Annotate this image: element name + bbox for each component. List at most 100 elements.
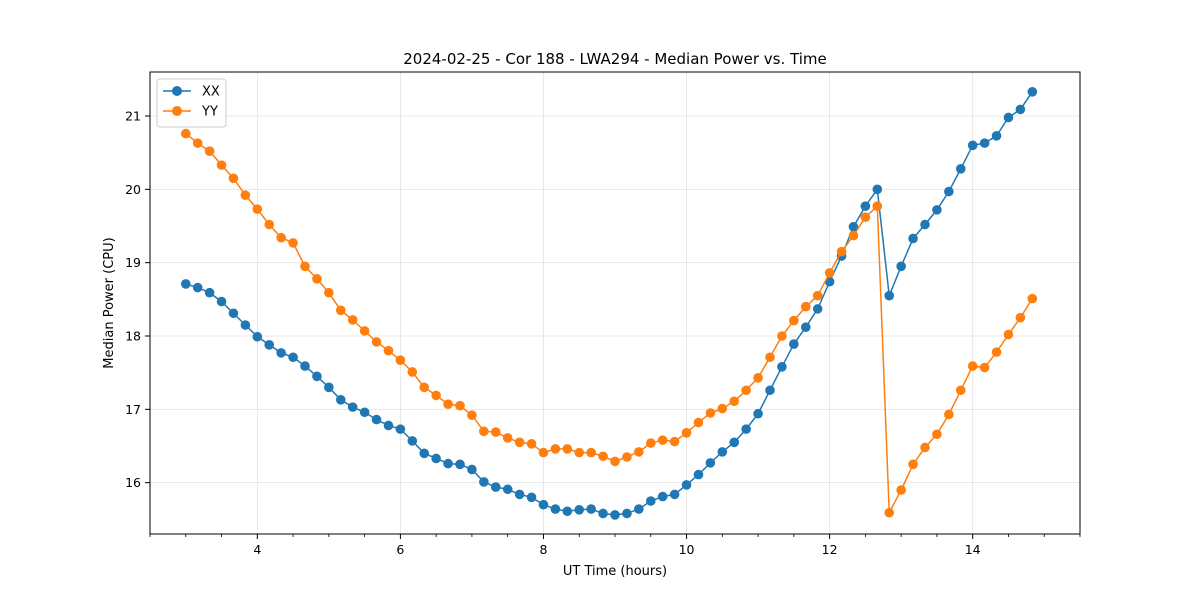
data-point-yy: [383, 345, 394, 356]
data-point-xx: [562, 506, 573, 517]
data-point-yy: [645, 438, 656, 448]
data-point-xx: [359, 407, 370, 418]
data-point-xx: [1027, 87, 1038, 97]
y-tick-label: 17: [125, 402, 141, 417]
data-point-xx: [765, 385, 775, 396]
data-point-xx: [407, 436, 418, 446]
data-point-yy: [991, 347, 1002, 357]
data-point-yy: [681, 428, 692, 438]
legend-label-xx: XX: [202, 85, 220, 100]
data-point-xx: [991, 131, 1002, 141]
data-point-yy: [490, 427, 501, 437]
data-point-xx: [812, 304, 823, 314]
data-point-yy: [729, 396, 740, 407]
data-point-xx: [967, 140, 978, 151]
data-point-xx: [312, 371, 322, 382]
data-point-xx: [335, 395, 346, 405]
data-point-yy: [657, 435, 668, 445]
data-point-yy: [371, 337, 382, 347]
data-point-xx: [180, 279, 191, 289]
data-point-yy: [967, 361, 978, 371]
y-tick-label: 16: [125, 475, 141, 490]
data-point-yy: [324, 287, 334, 298]
data-point-xx: [467, 464, 477, 475]
data-point-yy: [276, 232, 286, 243]
data-point-yy: [848, 230, 859, 241]
data-point-yy: [1015, 312, 1026, 323]
data-point-xx: [419, 448, 430, 459]
x-tick-label: 10: [679, 542, 695, 557]
data-point-yy: [836, 246, 847, 257]
data-point-yy: [288, 238, 298, 248]
data-point-yy: [180, 128, 191, 139]
data-point-yy: [359, 326, 370, 336]
y-tick-label: 18: [125, 329, 141, 344]
data-point-yy: [455, 400, 465, 411]
data-point-yy: [908, 459, 918, 470]
data-point-xx: [908, 233, 918, 244]
data-point-xx: [1015, 104, 1026, 115]
data-point-yy: [634, 447, 644, 457]
series-xx: [180, 87, 1038, 520]
data-point-xx: [324, 382, 334, 393]
data-point-xx: [574, 505, 585, 515]
data-point-yy: [598, 451, 608, 462]
data-point-xx: [276, 348, 286, 358]
x-tick-label: 6: [396, 542, 404, 557]
data-point-yy: [431, 390, 441, 401]
data-point-yy: [228, 173, 239, 184]
grid-layer: [150, 72, 1080, 534]
data-point-xx: [872, 184, 883, 195]
data-point-xx: [383, 420, 394, 431]
y-tick-label: 20: [125, 182, 141, 197]
data-point-yy: [300, 261, 310, 272]
data-point-yy: [216, 160, 227, 170]
data-point-yy: [741, 385, 751, 396]
data-point-xx: [431, 453, 441, 464]
data-point-xx: [395, 424, 406, 434]
data-point-yy: [526, 439, 537, 449]
data-point-yy: [765, 352, 775, 363]
data-point-xx: [955, 164, 966, 174]
data-point-yy: [443, 399, 453, 410]
data-point-xx: [502, 484, 513, 495]
data-point-yy: [944, 409, 954, 420]
data-point-yy: [800, 301, 811, 312]
data-point-xx: [669, 489, 680, 500]
data-point-xx: [300, 361, 310, 371]
data-point-xx: [514, 489, 525, 500]
data-point-xx: [824, 276, 835, 287]
data-point-yy: [347, 315, 358, 325]
data-point-xx: [479, 477, 489, 487]
x-tick-label: 12: [822, 542, 838, 557]
data-point-xx: [884, 290, 895, 301]
data-point-yy: [574, 447, 585, 458]
data-point-xx: [586, 504, 596, 514]
x-tick-label: 14: [965, 542, 981, 557]
data-point-xx: [240, 320, 251, 330]
data-point-xx: [252, 331, 263, 342]
data-point-xx: [657, 491, 668, 502]
legend-marker-xx: [172, 86, 182, 96]
data-point-yy: [502, 433, 513, 443]
data-point-xx: [932, 205, 942, 215]
data-point-yy: [335, 305, 346, 316]
data-point-xx: [645, 496, 656, 506]
data-point-yy: [693, 417, 704, 428]
data-point-xx: [944, 186, 954, 197]
data-point-xx: [681, 480, 692, 490]
data-point-yy: [1003, 329, 1014, 340]
data-point-xx: [490, 482, 501, 492]
data-point-yy: [896, 485, 906, 495]
x-tick-label: 8: [539, 542, 547, 557]
data-point-xx: [610, 510, 620, 520]
data-point-xx: [777, 362, 787, 372]
data-point-yy: [240, 190, 251, 200]
data-point-yy: [777, 331, 787, 341]
data-point-xx: [789, 339, 799, 349]
data-point-yy: [419, 382, 430, 393]
data-point-xx: [192, 282, 203, 293]
data-point-xx: [979, 138, 990, 148]
data-point-yy: [204, 146, 215, 156]
